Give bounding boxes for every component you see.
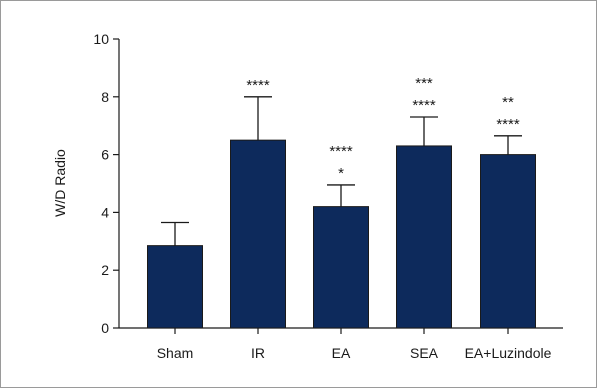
significance-label: **** bbox=[246, 77, 270, 94]
y-tick-label: 2 bbox=[101, 262, 109, 278]
bar-sea bbox=[396, 145, 452, 329]
y-tick-label: 0 bbox=[101, 320, 109, 336]
significance-label: *** bbox=[415, 75, 433, 92]
significance-label: **** bbox=[496, 116, 520, 133]
bar-ea-luzindole bbox=[480, 154, 536, 329]
y-tick-label: 4 bbox=[101, 204, 109, 220]
significance-label: * bbox=[338, 165, 344, 182]
bar-sham bbox=[147, 245, 203, 329]
bar-ir bbox=[230, 139, 286, 329]
x-tick-label: IR bbox=[251, 345, 265, 361]
y-tick-label: 6 bbox=[101, 147, 109, 163]
x-tick-label: Sham bbox=[157, 345, 194, 361]
y-axis-label: W/D Radio bbox=[52, 149, 68, 217]
bars bbox=[147, 139, 536, 329]
x-tick-label: SEA bbox=[410, 345, 439, 361]
bar-ea bbox=[313, 206, 369, 329]
y-ticks: 0 2 4 6 8 10 bbox=[93, 31, 119, 336]
x-tick-label: EA bbox=[332, 345, 351, 361]
y-tick-label: 8 bbox=[101, 89, 109, 105]
significance-label: **** bbox=[412, 97, 436, 114]
x-ticks: Sham IR EA SEA EA+Luzindole bbox=[157, 328, 552, 361]
significance-label: **** bbox=[329, 143, 353, 160]
significance-labels: **************** ****** bbox=[246, 75, 520, 182]
significance-label: ** bbox=[502, 94, 514, 111]
error-bars bbox=[161, 96, 522, 246]
y-tick-label: 10 bbox=[93, 31, 109, 47]
x-tick-label: EA+Luzindole bbox=[465, 345, 552, 361]
